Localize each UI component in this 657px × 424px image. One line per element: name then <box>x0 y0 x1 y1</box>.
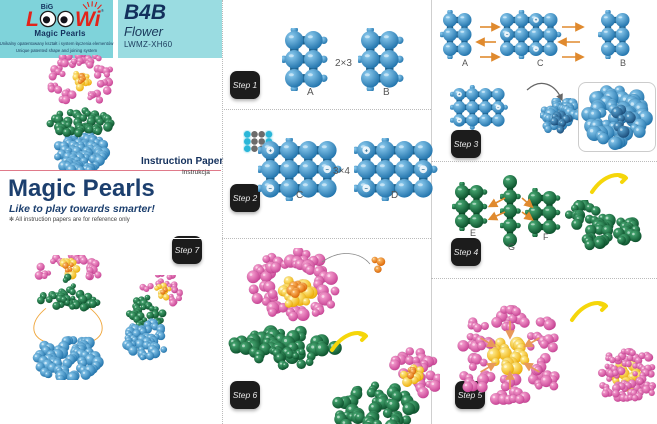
svg-text:BiG: BiG <box>41 4 54 11</box>
svg-text:®: ® <box>101 8 104 13</box>
svg-text:Wi: Wi <box>75 8 102 29</box>
svg-text:L: L <box>26 8 39 29</box>
